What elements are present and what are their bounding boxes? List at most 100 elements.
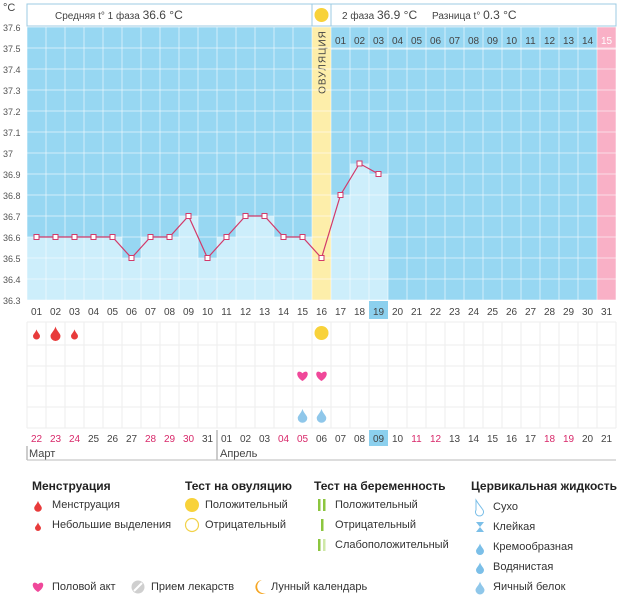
date-label: 15: [487, 434, 499, 445]
temperature-point: [299, 234, 306, 240]
legend-lunar-calendar[interactable]: Лунный календарь: [271, 581, 368, 593]
today-cycle-highlight: [369, 301, 388, 319]
cycle-day-label: 21: [411, 307, 423, 318]
temperature-bar: [160, 237, 179, 300]
cycle-day-label: 01: [31, 307, 43, 318]
legend-medication-slash: [133, 582, 143, 592]
ovulation-label: ОВУЛЯЦИЯ: [318, 30, 329, 94]
legend-ovulation-test-title: Тест на овуляцию: [185, 479, 292, 493]
y-tick-label: 37.4: [3, 65, 21, 75]
legend-pregtest-line-icon: [323, 499, 326, 511]
today-date-highlight: [369, 430, 388, 446]
cycle-day-label: 28: [544, 307, 556, 318]
cycle-day-label: 26: [506, 307, 518, 318]
date-label: 05: [297, 434, 309, 445]
phase2-day-label: 04: [392, 36, 404, 47]
cycle-day-label: 22: [430, 307, 442, 318]
cycle-day-label: 31: [601, 307, 613, 318]
y-tick-label: 36.4: [3, 275, 21, 285]
cycle-day-label: 03: [69, 307, 81, 318]
cycle-day-label: 30: [582, 307, 594, 318]
ovulation-column: [312, 27, 331, 300]
y-tick-label: 36.6: [3, 233, 21, 243]
legend-medication: Прием лекарств: [151, 581, 235, 593]
phase2-day-label: 01: [335, 36, 347, 47]
legend-cervical-eggwhite: Яичный белок: [493, 581, 566, 593]
temperature-point: [128, 255, 135, 261]
cycle-day-label: 13: [259, 307, 271, 318]
temperature-point: [261, 213, 268, 219]
temperature-point: [185, 213, 192, 219]
legend-dry-outline: [475, 498, 484, 517]
y-tick-label: 36.3: [3, 296, 21, 306]
month-label: Март: [29, 448, 55, 460]
menstruation-drop-icon: [33, 329, 40, 340]
legend-watery-icon: [476, 562, 484, 574]
date-label: 30: [183, 434, 195, 445]
legend-cervical-watery: Водянистая: [493, 561, 554, 573]
phase2-day-label: 08: [468, 36, 480, 47]
phase2-day-label: 06: [430, 36, 442, 47]
date-label: 23: [50, 434, 62, 445]
temperature-point: [71, 234, 78, 240]
date-label: 03: [259, 434, 271, 445]
phase2-day-label: 05: [411, 36, 423, 47]
menstruation-drop-icon: [71, 329, 78, 340]
y-tick-label: 37: [3, 149, 13, 159]
legend-cervical-title: Цервикальная жидкость: [471, 479, 618, 493]
date-label: 08: [354, 434, 366, 445]
phase2-day-label: 10: [506, 36, 518, 47]
phase2-day-label: 14: [582, 36, 594, 47]
cycle-day-label: 20: [392, 307, 404, 318]
phase2-day-label: 11: [525, 36, 536, 47]
ovulation-test-positive-icon: [314, 326, 329, 340]
date-label: 12: [430, 434, 442, 445]
unit-label: °C: [3, 2, 15, 14]
date-label: 11: [411, 434, 422, 445]
legend-cervical-dry: Сухо: [493, 501, 518, 513]
date-label: 01: [221, 434, 233, 445]
y-tick-label: 37.5: [3, 44, 21, 54]
date-label: 13: [449, 434, 461, 445]
temperature-point: [33, 234, 40, 240]
temperature-point: [242, 213, 249, 219]
temperature-point: [280, 234, 287, 240]
temperature-point: [337, 192, 344, 198]
temperature-bar: [141, 237, 160, 300]
date-label: 20: [582, 434, 594, 445]
temperature-bar: [65, 237, 84, 300]
date-label: 19: [563, 434, 575, 445]
temperature-bar: [27, 237, 46, 300]
date-label: 24: [69, 434, 81, 445]
legend-pregtest-positive: Положительный: [335, 499, 418, 511]
temperature-difference: Разница t° 0.3 °C: [432, 8, 517, 22]
legend-eggwhite-icon: [475, 581, 485, 595]
temperature-bar: [46, 237, 65, 300]
cycle-day-label: 07: [145, 307, 157, 318]
egg-white-drop-icon: [297, 408, 308, 423]
date-label: 10: [392, 434, 404, 445]
cycle-day-label: 25: [487, 307, 499, 318]
legend-pregtest-line-icon: [318, 539, 321, 551]
legend-menstruation-icon: [34, 500, 42, 512]
temperature-bar: [84, 237, 103, 300]
phase2-day-label: 07: [449, 36, 461, 47]
date-label: 17: [525, 434, 537, 445]
date-label: 26: [107, 434, 119, 445]
menstruation-drop-icon: [50, 326, 61, 342]
temperature-bar: [103, 237, 122, 300]
temperature-bar: [331, 195, 350, 300]
y-tick-label: 37.1: [3, 128, 21, 138]
cycle-day-label: 17: [335, 307, 347, 318]
temperature-point: [166, 234, 173, 240]
phase2-day-label: 15: [601, 36, 613, 47]
date-label: 16: [506, 434, 518, 445]
legend-ovtest-negative: Отрицательный: [205, 519, 286, 531]
cycle-day-label: 02: [50, 307, 62, 318]
date-label: 06: [316, 434, 328, 445]
legend-pregtest-negative: Отрицательный: [335, 519, 416, 531]
cycle-day-label: 14: [278, 307, 290, 318]
next-period-column: [597, 27, 616, 300]
temperature-bar: [274, 237, 293, 300]
temperature-point: [204, 255, 211, 261]
